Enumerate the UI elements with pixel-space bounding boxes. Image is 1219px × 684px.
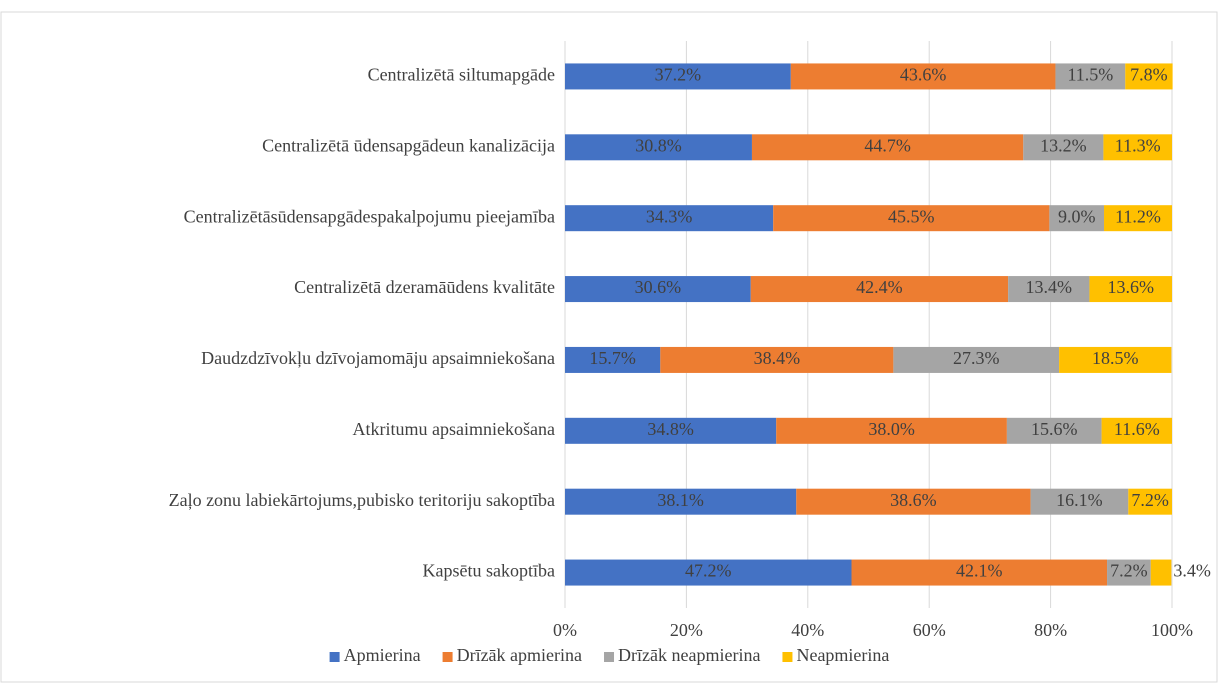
x-tick-label: 100%	[1151, 620, 1193, 640]
bar-segment	[565, 134, 752, 161]
bar-segment	[1104, 205, 1172, 232]
x-tick-label: 0%	[553, 620, 577, 640]
legend-swatch	[329, 652, 340, 662]
legend-label: Drīzāk apmierina	[457, 645, 582, 665]
data-label: 15.7%	[589, 348, 636, 368]
bar-segment	[565, 417, 777, 444]
bar-segment	[565, 63, 791, 90]
data-label: 37.2%	[655, 65, 702, 85]
data-label: 42.4%	[856, 277, 903, 297]
y-tick-label: Centralizētā ūdensapgādeun kanalizācija	[262, 135, 555, 155]
bar-segment	[1059, 346, 1172, 373]
data-label: 7.2%	[1110, 561, 1148, 581]
data-label: 13.6%	[1107, 277, 1154, 297]
bar-segment	[565, 346, 661, 373]
data-label: 30.8%	[635, 135, 682, 155]
bar-segment	[1008, 276, 1090, 303]
bar-segment	[776, 417, 1007, 444]
legend-label: Drīzāk neapmierina	[618, 645, 760, 665]
data-label: 38.6%	[890, 490, 937, 510]
data-label: 16.1%	[1056, 490, 1103, 510]
bar-segment	[565, 276, 751, 303]
data-label: 43.6%	[900, 65, 947, 85]
bar-segment	[1103, 134, 1172, 161]
bar-segment	[796, 488, 1031, 515]
bar-segment	[893, 346, 1060, 373]
data-label: 34.3%	[646, 206, 693, 226]
bar-segment	[1125, 63, 1173, 90]
bar-segment	[565, 205, 774, 232]
data-label: 44.7%	[864, 135, 911, 155]
legend-swatch	[442, 652, 453, 662]
data-label: 13.4%	[1026, 277, 1073, 297]
legend-label: Apmierina	[344, 645, 421, 665]
bar-segment	[750, 276, 1009, 303]
data-label: 9.0%	[1058, 206, 1096, 226]
x-tick-label: 40%	[791, 620, 824, 640]
data-label: 18.5%	[1092, 348, 1139, 368]
y-tick-label: Daudzdzīvokļu dzīvojamomāju apsaimniekoš…	[201, 348, 555, 368]
data-label: 30.6%	[635, 277, 682, 297]
data-label: 7.8%	[1130, 65, 1168, 85]
data-label: 27.3%	[953, 348, 1000, 368]
bar-segment	[1006, 417, 1102, 444]
legend-swatch	[604, 652, 615, 662]
x-tick-label: 20%	[670, 620, 703, 640]
data-label: 34.8%	[647, 419, 694, 439]
bar-segment	[565, 488, 797, 515]
data-label: 13.2%	[1040, 135, 1087, 155]
bar-segment	[660, 346, 894, 373]
bar-segment	[1150, 559, 1172, 586]
data-label: 42.1%	[956, 561, 1003, 581]
data-label: 15.6%	[1031, 419, 1078, 439]
bar-segment	[851, 559, 1108, 586]
data-label: 11.6%	[1114, 419, 1160, 439]
bar-segment	[1049, 205, 1105, 232]
data-label: 11.2%	[1115, 206, 1161, 226]
y-tick-label: Kapsētu sakoptība	[423, 561, 555, 581]
data-label: 11.5%	[1067, 65, 1113, 85]
data-label: 38.4%	[754, 348, 801, 368]
bar-segment	[1030, 488, 1129, 515]
data-label: 38.0%	[868, 419, 915, 439]
data-label: 38.1%	[657, 490, 704, 510]
bar-segment	[790, 63, 1056, 90]
data-label: 45.5%	[888, 206, 935, 226]
bar-segment	[1089, 276, 1172, 303]
data-label: 47.2%	[685, 561, 732, 581]
legend-swatch	[782, 652, 793, 662]
bar-segment	[773, 205, 1050, 232]
y-tick-label: Zaļo zonu labiekārtojums,pubisko teritor…	[169, 490, 555, 510]
y-tick-label: Centralizētāsūdensapgādespakalpojumu pie…	[184, 206, 555, 226]
y-tick-label: Centralizētā dzeramāūdens kvalitāte	[294, 277, 555, 297]
bar-segment	[1107, 559, 1151, 586]
bar-segment	[1055, 63, 1126, 90]
data-label: 3.4%	[1173, 561, 1211, 581]
y-tick-label: Atkritumu apsaimniekošana	[353, 419, 555, 439]
bar-segment	[1023, 134, 1104, 161]
legend-label: Neapmierina	[796, 645, 889, 665]
data-label: 11.3%	[1115, 135, 1161, 155]
x-tick-label: 80%	[1034, 620, 1067, 640]
bar-segment	[1128, 488, 1172, 515]
bar-segment	[751, 134, 1024, 161]
x-tick-label: 60%	[913, 620, 946, 640]
y-tick-label: Centralizētā siltumapgāde	[368, 65, 555, 85]
data-label: 7.2%	[1131, 490, 1169, 510]
bar-segment	[1101, 417, 1172, 444]
bar-segment	[565, 559, 852, 586]
